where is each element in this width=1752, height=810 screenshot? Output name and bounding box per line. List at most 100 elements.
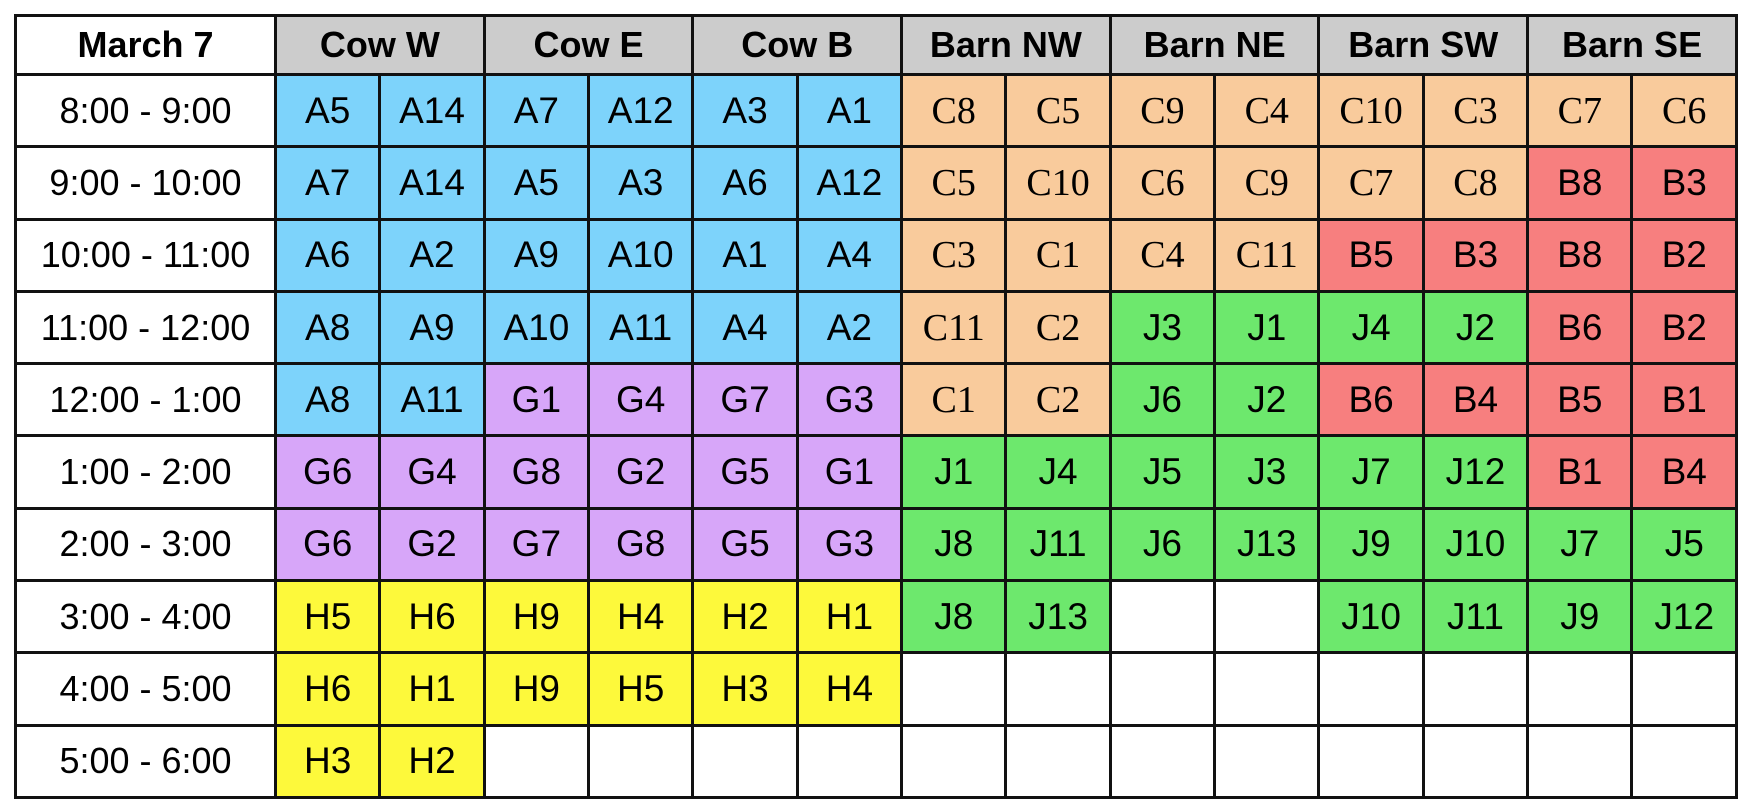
schedule-cell: A10 <box>482 289 591 366</box>
time-label: 4:00 - 5:00 <box>14 651 277 727</box>
schedule-cell: J13 <box>1004 579 1112 655</box>
time-slot-row: 12:00 - 1:00 A8 A11 G1 G4 G7 G3 C1 C2 J6 J2 B6 B4 B5 B… <box>14 362 1738 438</box>
schedule-cell: H5 <box>587 651 695 727</box>
schedule-body: 8:00 - 9:00 A5 A14 A7 A12 A3 A1 C8 C5 C9 C4 C10 C3 C7… <box>14 72 1738 800</box>
schedule-cell: J1 <box>900 434 1008 510</box>
schedule-cell: A5 <box>482 145 591 221</box>
schedule-cell: B8 <box>1526 217 1634 293</box>
column-header: Cow W <box>274 14 486 76</box>
schedule-cell: C8 <box>900 72 1008 149</box>
header-row: March 7 Cow W Cow E Cow B Barn NW Barn N… <box>14 14 1738 76</box>
schedule-cell: A1 <box>691 217 799 293</box>
schedule-cell: A11 <box>587 289 695 366</box>
schedule-cell: B3 <box>1630 145 1738 221</box>
schedule-cell: G5 <box>691 434 799 510</box>
schedule-cell: J6 <box>1108 506 1217 583</box>
schedule-cell: C5 <box>1004 72 1112 149</box>
schedule-cell: C10 <box>1317 72 1425 149</box>
empty-cell <box>1630 723 1738 800</box>
schedule-cell: G5 <box>691 506 799 583</box>
schedule-cell: A2 <box>378 217 486 293</box>
schedule-cell: C3 <box>900 217 1008 293</box>
empty-cell <box>795 723 904 800</box>
schedule-cell: J2 <box>1213 362 1321 438</box>
empty-cell <box>1421 723 1530 800</box>
empty-cell <box>482 723 591 800</box>
empty-cell <box>1213 651 1321 727</box>
schedule-cell: H4 <box>587 579 695 655</box>
schedule-cell: C3 <box>1421 72 1530 149</box>
empty-cell <box>900 651 1008 727</box>
schedule-cell: C11 <box>1213 217 1321 293</box>
schedule-cell: J12 <box>1630 579 1738 655</box>
schedule-cell: G6 <box>273 434 382 510</box>
time-label: 11:00 - 12:00 <box>14 289 277 366</box>
time-label: 12:00 - 1:00 <box>14 362 277 438</box>
schedule-cell: J3 <box>1108 289 1217 366</box>
schedule-cell: B4 <box>1630 434 1738 510</box>
schedule-cell: A7 <box>273 145 382 221</box>
schedule-cell: B6 <box>1317 362 1425 438</box>
schedule-cell: J4 <box>1004 434 1112 510</box>
schedule-cell: J8 <box>900 506 1008 583</box>
schedule-cell: B2 <box>1630 217 1738 293</box>
schedule-cell: H6 <box>378 579 486 655</box>
schedule-cell: A10 <box>587 217 695 293</box>
schedule-cell: C5 <box>900 145 1008 221</box>
schedule-cell: A14 <box>378 72 486 149</box>
schedule-cell: G1 <box>795 434 904 510</box>
schedule-cell: A6 <box>273 217 382 293</box>
empty-cell <box>1630 651 1738 727</box>
schedule-cell: G8 <box>587 506 695 583</box>
schedule-cell: H1 <box>378 651 486 727</box>
schedule-cell: A4 <box>795 217 904 293</box>
schedule-cell: J2 <box>1421 289 1530 366</box>
empty-cell <box>1317 651 1425 727</box>
schedule-cell: C2 <box>1004 362 1112 438</box>
schedule-cell: J10 <box>1317 579 1425 655</box>
time-slot-row: 2:00 - 3:00 G6 G2 G7 G8 G5 G3 J8 J11 J6 J13 J9 J10 J7… <box>14 506 1738 583</box>
schedule-cell: A6 <box>691 145 799 221</box>
empty-cell <box>1108 723 1217 800</box>
schedule-cell: G2 <box>378 506 486 583</box>
schedule-cell: C6 <box>1630 72 1738 149</box>
time-label: 10:00 - 11:00 <box>14 217 277 293</box>
column-header: Barn SE <box>1526 14 1738 76</box>
time-slot-row: 8:00 - 9:00 A5 A14 A7 A12 A3 A1 C8 C5 C9 C4 C10 C3 C7… <box>14 72 1738 149</box>
schedule-cell: A14 <box>378 145 486 221</box>
schedule-cell: J5 <box>1630 506 1738 583</box>
schedule-cell: C9 <box>1213 145 1321 221</box>
empty-cell <box>1317 723 1425 800</box>
schedule-cell: J9 <box>1526 579 1634 655</box>
schedule-cell: B5 <box>1317 217 1425 293</box>
empty-cell <box>691 723 799 800</box>
time-slot-row: 4:00 - 5:00 H6 H1 H9 H5 H3 H4 <box>14 651 1738 727</box>
schedule-cell: H5 <box>273 579 382 655</box>
time-label: 1:00 - 2:00 <box>14 434 277 510</box>
time-slot-row: 11:00 - 12:00 A8 A9 A10 A11 A4 A2 C11 C2 J3 J1 J4 J2… <box>14 289 1738 366</box>
schedule-cell: G3 <box>795 362 904 438</box>
schedule-cell: A3 <box>587 145 695 221</box>
column-header: Barn NE <box>1108 14 1321 76</box>
schedule-cell: C10 <box>1004 145 1112 221</box>
time-label: 9:00 - 10:00 <box>14 145 277 221</box>
schedule-cell: B2 <box>1630 289 1738 366</box>
schedule-cell: C8 <box>1421 145 1530 221</box>
schedule-cell: H3 <box>273 723 382 800</box>
empty-cell <box>587 723 695 800</box>
schedule-cell: C1 <box>900 362 1008 438</box>
schedule-cell: B5 <box>1526 362 1634 438</box>
schedule-cell: J1 <box>1213 289 1321 366</box>
schedule-cell: G7 <box>691 362 799 438</box>
empty-cell <box>1526 723 1634 800</box>
schedule-cell: G2 <box>587 434 695 510</box>
empty-cell <box>1526 651 1634 727</box>
schedule-cell: C4 <box>1213 72 1321 149</box>
schedule-cell: H4 <box>795 651 904 727</box>
schedule-cell: C6 <box>1108 145 1217 221</box>
schedule-cell: A5 <box>273 72 382 149</box>
schedule-cell: J7 <box>1526 506 1634 583</box>
schedule-cell: H2 <box>691 579 799 655</box>
schedule-cell: C9 <box>1108 72 1217 149</box>
schedule-cell: A3 <box>691 72 799 149</box>
